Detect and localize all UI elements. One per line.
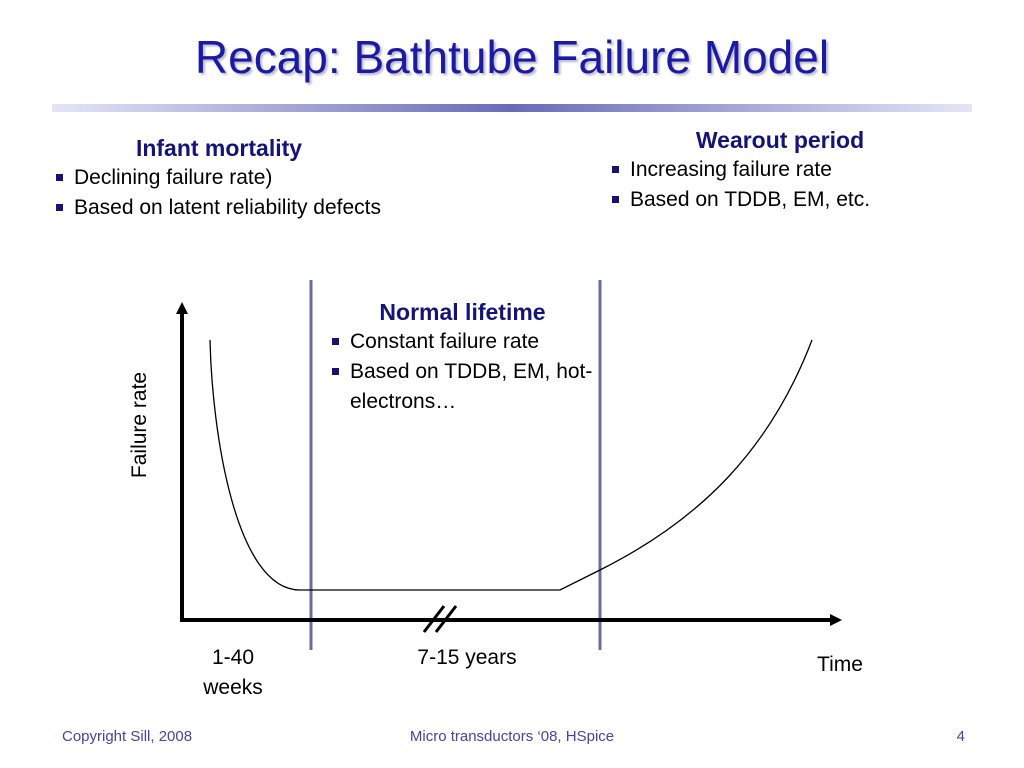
bathtub-curve [209,339,813,591]
normal-duration-label: 7-15 years [417,646,517,669]
wearout-bullet-1: Increasing failure rate [610,155,950,185]
normal-lifetime-block: Normal lifetime Constant failure rate Ba… [330,297,595,417]
infant-bullet-1: Declining failure rate) [54,163,384,193]
wearout-period-list: Increasing failure rate Based on TDDB, E… [610,155,950,215]
normal-bullet-2: Based on TDDB, EM, hot-electrons… [330,357,595,417]
infant-mortality-block: Infant mortality Declining failure rate)… [54,133,384,223]
footer-page-number: 4 [956,728,965,745]
normal-bullet-1: Constant failure rate [330,327,595,357]
infant-mortality-list: Declining failure rate) Based on latent … [54,163,384,223]
wearout-bullet-2: Based on TDDB, EM, etc. [610,185,950,215]
y-axis-label: Failure rate [128,371,151,479]
title-divider [52,104,972,112]
infant-duration-line1: 1-40 [211,646,255,669]
infant-duration-label: 1-40 weeks [193,643,273,703]
normal-lifetime-heading: Normal lifetime [379,299,546,325]
infant-duration-line2: weeks [203,676,263,699]
footer-copyright: Copyright Sill, 2008 [62,728,193,745]
normal-lifetime-list: Constant failure rate Based on TDDB, EM,… [330,327,595,417]
axis-break-icon [422,605,458,633]
x-axis-label: Time [817,653,863,676]
wearout-period-block: Wearout period Increasing failure rate B… [610,125,950,215]
slide-title: Recap: Bathtube Failure Model [194,31,830,83]
wearout-period-heading: Wearout period [695,127,865,153]
infant-bullet-2: Based on latent reliability defects [54,193,384,223]
infant-mortality-heading: Infant mortality [135,135,303,161]
footer-course: Micro transductors ‘08, HSpice [409,728,615,745]
